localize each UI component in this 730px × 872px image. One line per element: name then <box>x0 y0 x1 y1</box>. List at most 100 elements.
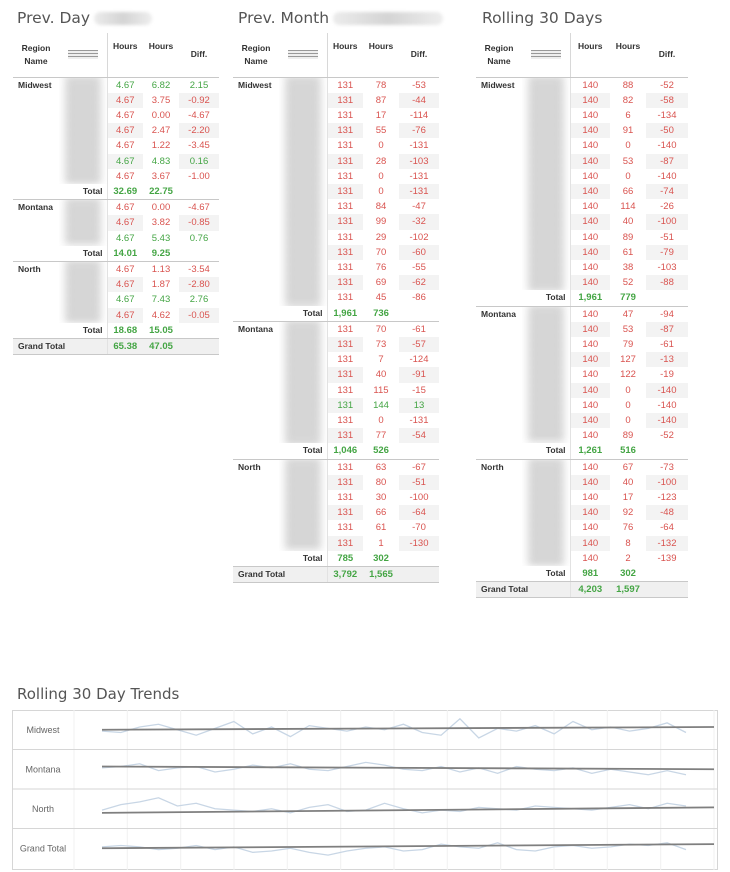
diff-cell: -140 <box>646 412 688 429</box>
hours-target-cell: 4.67 <box>106 123 143 139</box>
total-hours-target: 1,961 <box>569 290 610 307</box>
table-row: 140 0 -140 <box>476 138 688 154</box>
region-table: Region Name Hours Hours Diff. Midwest 131 78 -5… <box>233 33 439 584</box>
grand-total-label: Grand Total <box>233 566 327 584</box>
redacted-date <box>333 12 444 25</box>
table-row: 140 0 -140 <box>476 168 688 184</box>
hours-actual-cell: 92 <box>622 507 634 519</box>
hours-target-cell: 131 <box>326 397 363 413</box>
header-name-redacted <box>59 33 107 78</box>
diff-cell: -131 <box>399 183 439 200</box>
header-diff[interactable]: Diff. <box>399 33 439 78</box>
header-hours[interactable]: Hours <box>610 33 646 78</box>
table-row: North 140 67 -73 <box>476 458 688 566</box>
hours-actual-cell: 29 <box>375 231 387 243</box>
region-label: North <box>13 260 59 323</box>
redacted-name-block <box>285 322 321 444</box>
diff-cell: -0.85 <box>179 215 219 231</box>
diff-cell: -62 <box>399 275 439 291</box>
hours-actual-cell: 0 <box>378 414 384 426</box>
hours-actual-cell: 70 <box>363 320 399 337</box>
hours-actual-cell: 82 <box>622 94 634 106</box>
table-row: 131 0 -131 <box>233 412 439 429</box>
header-hours[interactable]: Hours <box>326 33 363 78</box>
diff-cell: -140 <box>657 399 677 411</box>
row-label: Montana <box>25 764 60 774</box>
diff-cell: -91 <box>399 367 439 383</box>
diff-cell: -19 <box>660 369 674 381</box>
hours-target-cell: 131 <box>326 183 363 200</box>
row-label: Grand Total <box>20 843 66 853</box>
diff-cell: -15 <box>412 384 426 396</box>
panel-title-text: Rolling 30 Days <box>482 9 603 27</box>
hours-target-cell: 4.67 <box>106 168 143 184</box>
header-region-name[interactable]: Region Name <box>233 33 279 78</box>
hours-target-cell: 140 <box>569 168 610 184</box>
hours-target-cell: 140 <box>569 229 610 245</box>
table-row: 140 0 -140 <box>476 382 688 398</box>
header-diff[interactable]: Diff. <box>179 33 219 78</box>
diff-cell: -140 <box>657 170 677 182</box>
redacted-name-block <box>65 200 101 246</box>
diff-cell: -87 <box>646 153 688 169</box>
hours-target-cell: 140 <box>569 352 610 368</box>
diff-cell: 2.76 <box>189 294 209 306</box>
series-line <box>101 797 687 814</box>
hours-actual-cell: 0 <box>625 399 631 411</box>
hours-actual-cell: 88 <box>622 79 634 91</box>
hours-target-cell: 4.67 <box>106 199 143 216</box>
hours-target-cell: 140 <box>569 489 610 506</box>
hours-target-cell: 140 <box>569 305 610 322</box>
diff-cell: -131 <box>409 140 429 152</box>
diff-cell: -4.67 <box>179 199 219 216</box>
redacted-name-block <box>528 77 564 291</box>
total-hours-target: 785 <box>326 550 363 567</box>
header-region-name[interactable]: Region Name <box>476 33 522 78</box>
table-row: 131 0 -131 <box>233 183 439 200</box>
grand-total-hours-target: 3,792 <box>326 566 363 584</box>
grand-total-diff <box>646 581 688 599</box>
hours-actual-cell: 0 <box>625 384 631 396</box>
total-row: Total 1,961 736 <box>233 305 439 322</box>
total-hours-actual: 736 <box>363 305 399 322</box>
hours-actual-cell: 0 <box>625 414 631 426</box>
hours-actual-cell: 0 <box>378 140 384 152</box>
header-hours[interactable]: Hours <box>569 33 610 78</box>
header-hours[interactable]: Hours <box>143 33 179 78</box>
header-diff[interactable]: Diff. <box>646 33 688 78</box>
redacted-header <box>287 50 318 60</box>
table-row: 131 69 -62 <box>233 275 439 291</box>
header-hours[interactable]: Hours <box>106 33 143 78</box>
grand-total-diff <box>179 338 219 356</box>
table-row: 140 91 -50 <box>476 123 688 139</box>
total-label: Total <box>279 443 327 460</box>
hours-target-cell: 140 <box>569 92 610 108</box>
header-region-name[interactable]: Region Name <box>13 33 59 78</box>
table-row: 4.67 0.00 -4.67 <box>13 107 219 124</box>
hours-target-cell: 131 <box>326 229 363 245</box>
diff-cell: -76 <box>399 123 439 139</box>
grand-total-hours-target: 65.38 <box>106 338 143 356</box>
table-row: 140 66 -74 <box>476 183 688 200</box>
diff-cell: -51 <box>660 231 674 243</box>
total-hours-target: 1,261 <box>569 443 610 460</box>
diff-cell: -140 <box>657 140 677 152</box>
grand-total-diff <box>399 566 439 584</box>
table-row: 131 1 -130 <box>233 535 439 551</box>
total-hours-target: 14.01 <box>106 245 143 262</box>
diff-cell: -100 <box>646 474 688 490</box>
hours-actual-cell: 70 <box>375 246 387 258</box>
header-hours[interactable]: Hours <box>363 33 399 78</box>
hours-target-cell: 131 <box>326 458 363 475</box>
region-label: Midwest <box>238 79 272 90</box>
total-row: Total 1,961 779 <box>476 290 688 307</box>
diff-cell: -52 <box>660 79 674 91</box>
trend-line <box>101 806 715 814</box>
hours-target-cell: 4.67 <box>106 107 143 124</box>
table-row: 131 28 -103 <box>233 153 439 169</box>
table-row: 4.67 2.47 -2.20 <box>13 123 219 139</box>
diff-cell: -0.05 <box>179 307 219 323</box>
hours-actual-cell: 30 <box>375 491 387 503</box>
hours-target-cell: 4.67 <box>106 277 143 293</box>
total-row: Total 14.01 9.25 <box>13 245 219 262</box>
